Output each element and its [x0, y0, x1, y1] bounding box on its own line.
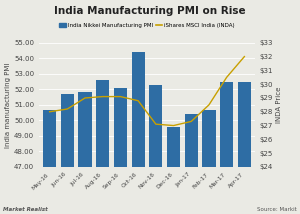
Bar	[96, 80, 110, 214]
Bar	[149, 85, 163, 214]
Bar	[238, 82, 251, 214]
Y-axis label: INDA Price: INDA Price	[276, 87, 282, 123]
Bar	[78, 92, 92, 214]
Bar	[131, 52, 145, 214]
Bar	[61, 94, 74, 214]
Bar	[202, 110, 216, 214]
Bar	[43, 110, 56, 214]
Bar	[220, 82, 233, 214]
Bar	[184, 114, 198, 214]
Bar	[114, 88, 127, 214]
Legend: India Nikkei Manufacturing PMI, iShares MSCI India (INDA): India Nikkei Manufacturing PMI, iShares …	[59, 23, 235, 28]
Text: India Manufacturing PMI on Rise: India Manufacturing PMI on Rise	[54, 6, 246, 16]
Bar	[167, 126, 180, 214]
Text: Source: Markit: Source: Markit	[257, 207, 297, 212]
Text: Market Realist: Market Realist	[3, 207, 48, 212]
Y-axis label: India manufacturing PMI: India manufacturing PMI	[5, 62, 11, 147]
